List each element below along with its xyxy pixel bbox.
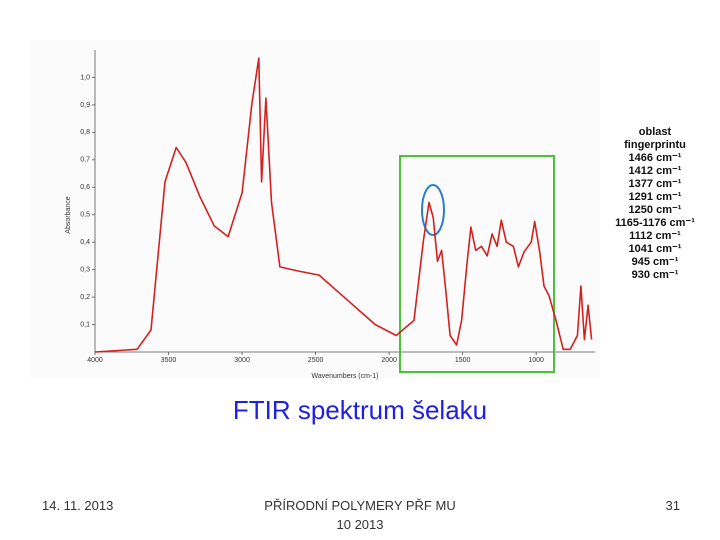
x-tick-label: 4000: [87, 357, 103, 364]
x-tick-label: 2000: [381, 357, 397, 364]
annotation-item: 1041 cm⁻¹: [629, 243, 682, 255]
y-tick-label: 1,0: [80, 74, 90, 81]
y-tick-label: 0,4: [80, 239, 90, 246]
annotation-item: 930 cm⁻¹: [632, 269, 679, 281]
annotation-item: 1165-1176 cm⁻¹: [615, 217, 695, 229]
fingerprint-region-box: [399, 155, 555, 373]
y-tick-label: 0,7: [80, 157, 90, 164]
annotation-heading: oblast: [639, 126, 672, 138]
annotation-item: 1291 cm⁻¹: [629, 191, 682, 203]
x-tick-label: 3500: [161, 357, 177, 364]
y-tick-label: 0,3: [80, 266, 90, 273]
y-tick-label: 0,8: [80, 129, 90, 136]
chart: Absorbance Wavenumbers (cm-1) 0,1 0,2 0,3 0…: [30, 40, 696, 380]
spectrum-line: [94, 57, 593, 353]
y-axis-label: Absorbance: [65, 196, 72, 233]
y-tick-label: 0,5: [80, 212, 90, 219]
y-tick-label: 0,9: [80, 102, 90, 109]
x-axis-label: Wavenumbers (cm-1): [311, 373, 378, 380]
x-tick-label: 3000: [234, 357, 250, 364]
annotation-item: 1412 cm⁻¹: [629, 165, 682, 177]
date: 14. 11. 2013: [42, 498, 114, 513]
annotation-item: 1112 cm⁻¹: [629, 230, 681, 242]
slide-title: FTIR spektrum šelaku: [232, 395, 488, 425]
annotation-item: 945 cm⁻¹: [632, 256, 679, 268]
y-tick-label: 0,1: [80, 321, 90, 328]
x-tick-label: 1000: [528, 357, 544, 364]
annotation-item: 1377 cm⁻¹: [629, 178, 682, 190]
annotation-heading: fingerprintu: [624, 139, 686, 151]
y-tick-label: 0,6: [80, 184, 90, 191]
annotation-item: 1466 cm⁻¹: [629, 152, 682, 164]
x-tick-label: 2500: [308, 357, 324, 364]
annotation-item: 1250 cm⁻¹: [629, 204, 682, 216]
x-tick-label: 1500: [455, 357, 471, 364]
page-number: 31: [665, 498, 680, 513]
footer-line: 10 2013: [336, 517, 384, 532]
scan-background: [30, 40, 600, 378]
footer-line: PŘÍRODNÍ POLYMERY PŘF MU: [264, 498, 456, 513]
y-tick-label: 0,2: [80, 294, 90, 301]
footer: PŘÍRODNÍ POLYMERY PŘF MU 10 2013: [240, 496, 480, 534]
peak-highlight: [421, 184, 445, 236]
